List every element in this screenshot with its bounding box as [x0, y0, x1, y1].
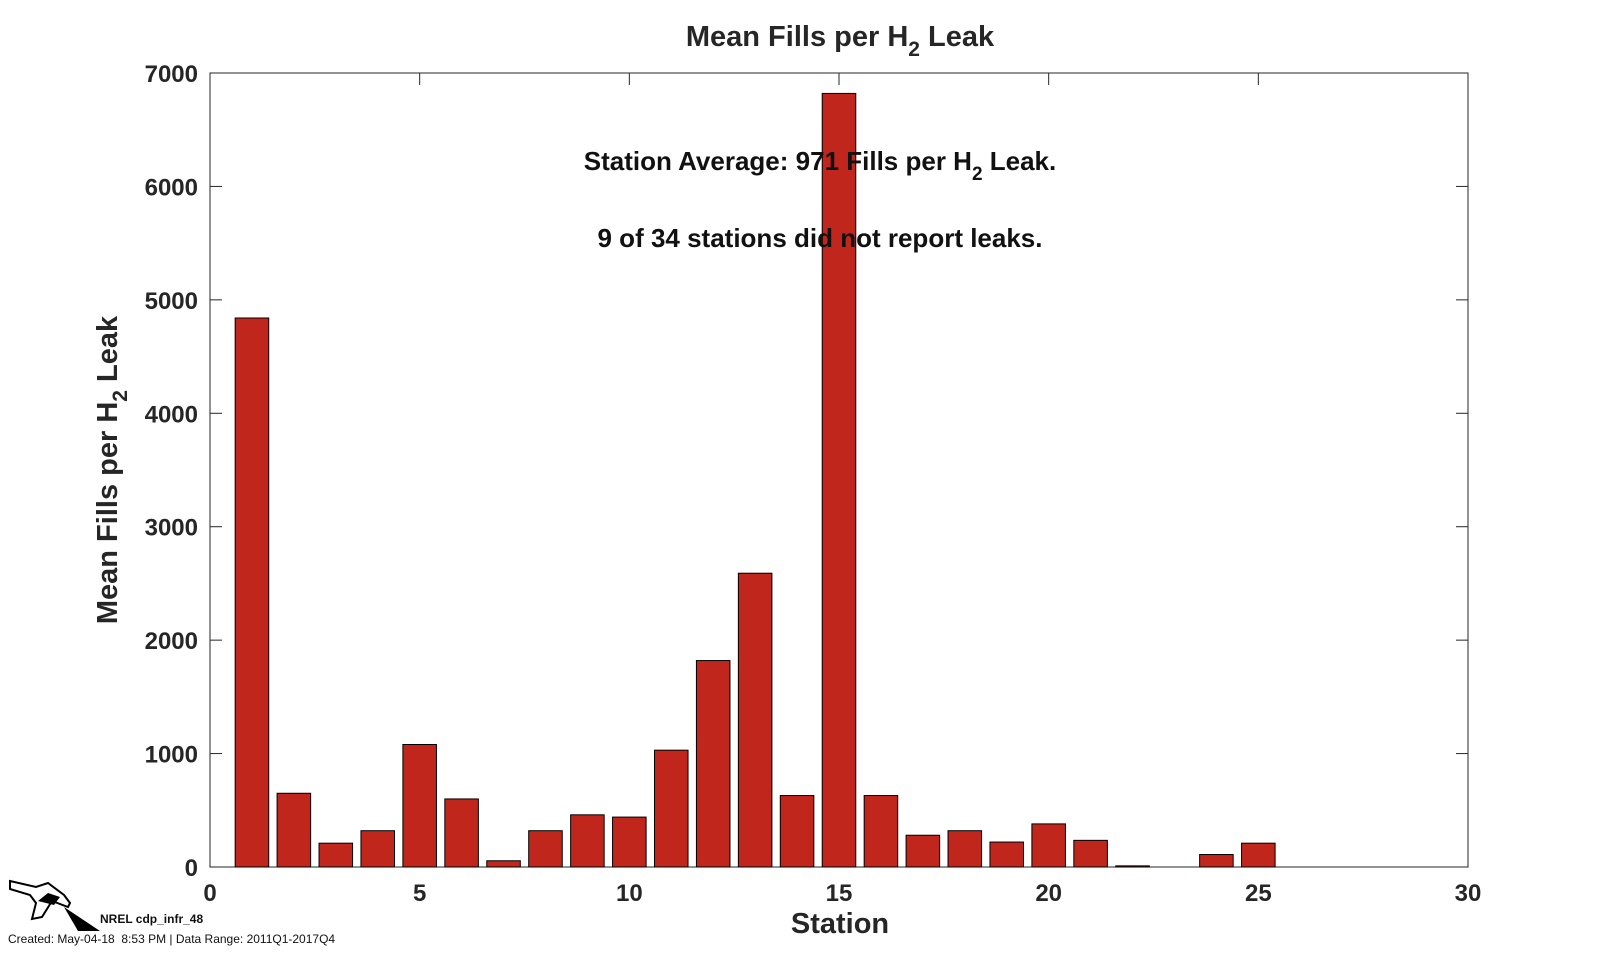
x-tick-label: 5	[413, 880, 426, 907]
bar-station-22	[1115, 865, 1150, 868]
y-tick-label: 4000	[145, 401, 198, 428]
bar-station-6	[444, 798, 479, 868]
bar-station-15	[821, 92, 857, 868]
y-tick-label: 6000	[145, 174, 198, 201]
bar-station-3	[318, 842, 354, 868]
y-tick-label: 7000	[145, 61, 198, 88]
fuel-nozzle-icon	[9, 879, 100, 931]
created-date-label: Created: May-04-18 8:53 PM | Data Range:…	[8, 932, 335, 946]
y-axis-label: Mean Fills per H2 Leak	[92, 315, 132, 624]
y-tick-label: 5000	[145, 288, 198, 315]
not-reported-annotation: 9 of 34 stations did not report leaks.	[598, 223, 1043, 253]
bar-station-5	[402, 743, 437, 868]
bar-station-11	[653, 749, 689, 868]
bar-station-4	[360, 830, 396, 868]
chart-title: Mean Fills per H2 Leak	[686, 21, 995, 61]
chart-code-label: NREL cdp_infr_48	[100, 912, 203, 926]
y-tick-label: 2000	[145, 628, 198, 655]
bar-station-8	[528, 830, 563, 868]
x-tick-label: 0	[203, 880, 216, 907]
bar-station-21	[1073, 839, 1108, 868]
bar-station-16	[863, 795, 899, 868]
bar-station-9	[570, 814, 605, 868]
bar-station-2	[276, 792, 312, 868]
x-tick-label: 30	[1455, 880, 1482, 907]
bar-station-17	[905, 834, 941, 868]
tick-labels: 0 5 10 15 20 25 30 0 1000 2000 3000 4000 5000 6000 700…	[145, 61, 1482, 907]
y-tick-label: 0	[185, 855, 198, 882]
bar-station-19	[989, 841, 1025, 868]
bars	[234, 92, 1276, 868]
bar-station-24	[1199, 854, 1234, 868]
bar-station-20	[1031, 823, 1066, 868]
bar-station-1	[234, 317, 270, 868]
bar-station-13	[737, 572, 773, 868]
x-axis-label: Station	[791, 908, 889, 940]
y-tick-label: 3000	[145, 515, 198, 542]
x-tick-label: 20	[1035, 880, 1062, 907]
bar-station-14	[779, 795, 815, 868]
bar-station-10	[612, 816, 647, 868]
x-tick-label: 25	[1245, 880, 1272, 907]
station-average-annotation: Station Average: 971 Fills per H2 Leak.	[584, 146, 1057, 185]
bar-station-18	[947, 830, 983, 868]
x-tick-label: 10	[616, 880, 643, 907]
bar-station-25	[1241, 842, 1276, 868]
x-tick-label: 15	[826, 880, 853, 907]
y-tick-label: 1000	[145, 742, 198, 769]
bar-station-12	[695, 660, 731, 868]
bar-station-7	[486, 860, 521, 868]
